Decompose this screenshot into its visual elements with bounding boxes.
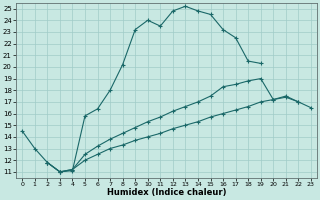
- X-axis label: Humidex (Indice chaleur): Humidex (Indice chaleur): [107, 188, 226, 197]
